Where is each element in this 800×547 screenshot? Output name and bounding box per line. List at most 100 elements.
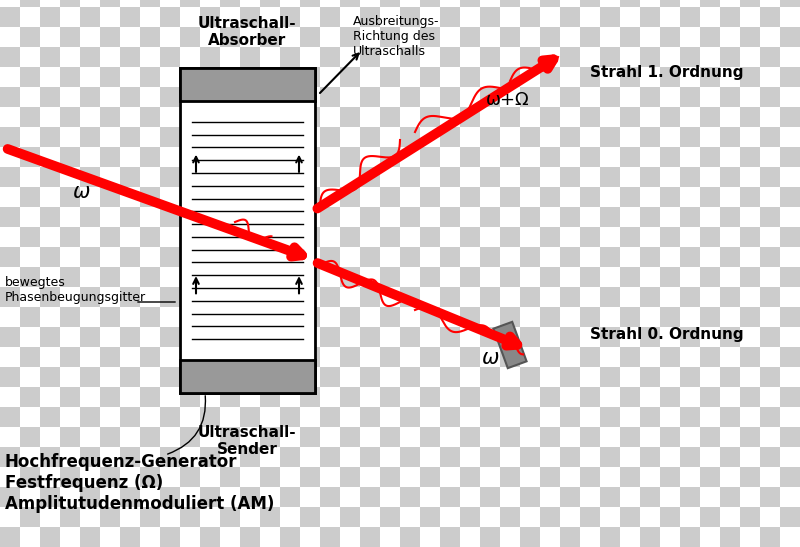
Bar xyxy=(380,427,400,447)
Bar xyxy=(480,427,500,447)
Bar xyxy=(620,467,640,487)
Bar xyxy=(120,187,140,207)
Bar xyxy=(40,167,60,187)
Bar xyxy=(120,307,140,327)
Bar xyxy=(480,487,500,507)
Bar xyxy=(620,427,640,447)
Bar xyxy=(540,27,560,47)
Bar xyxy=(580,7,600,27)
Bar xyxy=(100,447,120,467)
Bar xyxy=(80,407,100,427)
Bar xyxy=(460,247,480,267)
Bar xyxy=(760,7,780,27)
Bar xyxy=(100,367,120,387)
Bar xyxy=(200,7,220,27)
Bar xyxy=(20,107,40,127)
Bar xyxy=(120,367,140,387)
Bar xyxy=(140,367,160,387)
Bar xyxy=(280,467,300,487)
Bar xyxy=(440,87,460,107)
Bar xyxy=(220,367,240,387)
Bar xyxy=(760,327,780,347)
Bar xyxy=(320,327,340,347)
Bar xyxy=(0,367,20,387)
Bar xyxy=(700,487,720,507)
Bar xyxy=(40,187,60,207)
Bar xyxy=(200,267,220,287)
Bar xyxy=(680,207,700,227)
Bar xyxy=(60,227,80,247)
Bar xyxy=(400,147,420,167)
Bar xyxy=(480,0,500,7)
Bar xyxy=(640,87,660,107)
Bar xyxy=(240,167,260,187)
Bar xyxy=(660,0,680,7)
Bar xyxy=(80,267,100,287)
Bar xyxy=(600,267,620,287)
Bar xyxy=(660,307,680,327)
Bar xyxy=(740,367,760,387)
Bar xyxy=(780,307,800,327)
Bar xyxy=(640,247,660,267)
Bar xyxy=(140,307,160,327)
Bar xyxy=(60,407,80,427)
Bar xyxy=(200,507,220,527)
Bar xyxy=(240,447,260,467)
Bar xyxy=(500,367,520,387)
Bar xyxy=(420,487,440,507)
Bar xyxy=(780,207,800,227)
Bar xyxy=(40,127,60,147)
Bar xyxy=(260,307,280,327)
Bar xyxy=(60,267,80,287)
Bar xyxy=(100,47,120,67)
Bar xyxy=(300,67,320,87)
Bar xyxy=(420,347,440,367)
Bar xyxy=(680,87,700,107)
Bar xyxy=(620,167,640,187)
Bar xyxy=(100,7,120,27)
Bar xyxy=(780,387,800,407)
Bar xyxy=(540,447,560,467)
Bar xyxy=(460,207,480,227)
Bar xyxy=(120,427,140,447)
Bar xyxy=(660,227,680,247)
Bar xyxy=(280,487,300,507)
Bar xyxy=(340,7,360,27)
Bar xyxy=(400,467,420,487)
Bar xyxy=(320,107,340,127)
Bar xyxy=(640,127,660,147)
Bar xyxy=(720,367,740,387)
Bar xyxy=(420,7,440,27)
Bar xyxy=(440,47,460,67)
Bar xyxy=(440,507,460,527)
Bar xyxy=(620,267,640,287)
Bar xyxy=(780,227,800,247)
Bar xyxy=(620,347,640,367)
Bar xyxy=(720,527,740,547)
Bar xyxy=(460,327,480,347)
Bar xyxy=(520,167,540,187)
Bar xyxy=(340,447,360,467)
Bar xyxy=(180,487,200,507)
Bar xyxy=(380,247,400,267)
Bar xyxy=(420,267,440,287)
Bar xyxy=(300,7,320,27)
Bar xyxy=(140,267,160,287)
Bar xyxy=(100,487,120,507)
Bar xyxy=(160,187,180,207)
Bar xyxy=(400,127,420,147)
Bar xyxy=(180,307,200,327)
Bar xyxy=(640,287,660,307)
Bar xyxy=(20,407,40,427)
Bar xyxy=(60,287,80,307)
Bar xyxy=(60,127,80,147)
Bar xyxy=(0,387,20,407)
Bar xyxy=(180,67,200,87)
Bar xyxy=(400,427,420,447)
Bar xyxy=(660,387,680,407)
Bar xyxy=(420,47,440,67)
Bar xyxy=(760,127,780,147)
Bar xyxy=(60,367,80,387)
Bar xyxy=(200,27,220,47)
Bar xyxy=(100,267,120,287)
